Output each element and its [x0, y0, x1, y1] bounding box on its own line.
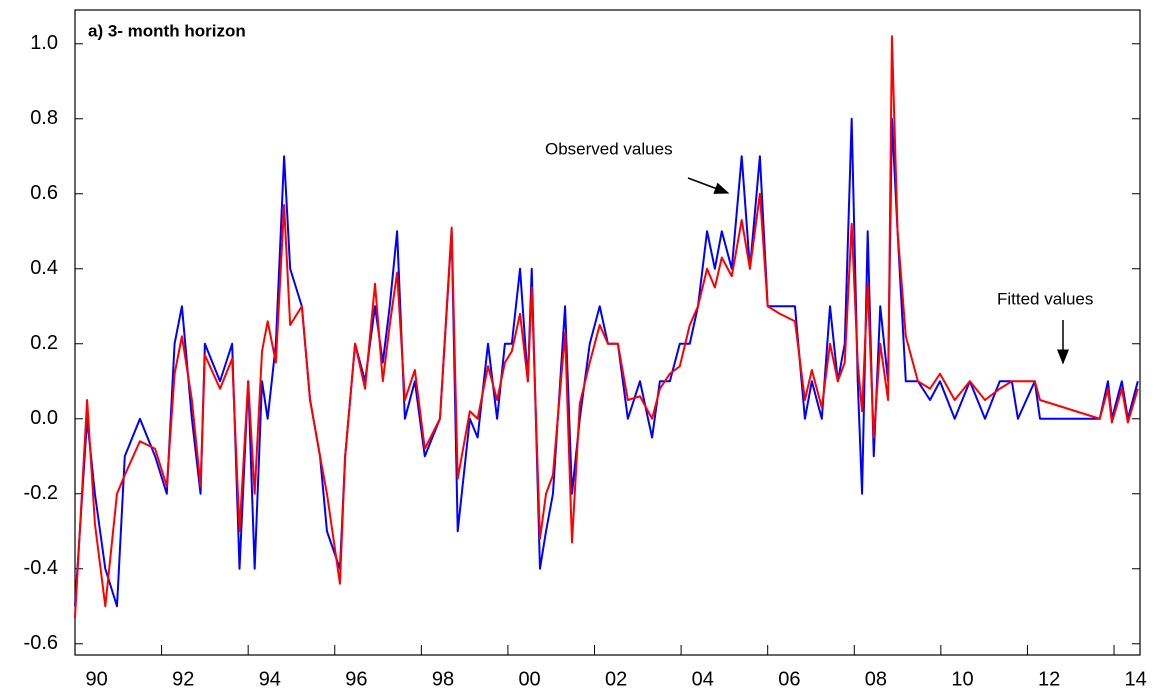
- x-tick-label: 02: [605, 668, 627, 690]
- y-tick-label: -0.6: [24, 632, 58, 654]
- y-tick-label: 1.0: [30, 32, 58, 54]
- x-tick-label: 14: [1125, 668, 1147, 690]
- chart-title: a) 3- month horizon: [88, 21, 246, 40]
- y-tick-label: 0.6: [30, 182, 58, 204]
- series-line: [74, 35, 1139, 618]
- x-tick-label: 90: [86, 668, 108, 690]
- x-tick-label: 00: [518, 668, 540, 690]
- x-tick-label: 98: [432, 668, 454, 690]
- x-tick-label: 92: [172, 668, 194, 690]
- annotation-arrow: [687, 177, 730, 194]
- annotation: Observed values: [545, 139, 673, 158]
- y-tick-label: 0.8: [30, 107, 58, 129]
- y-tick-label: 0.4: [30, 257, 58, 279]
- x-tick-label: 94: [259, 668, 281, 690]
- y-tick-label: 0.0: [30, 407, 58, 429]
- plot-frame: [74, 9, 1141, 656]
- y-tick-label: 0.2: [30, 332, 58, 354]
- y-tick-label: -0.4: [24, 557, 58, 579]
- y-tick-label: -0.2: [24, 482, 58, 504]
- x-tick-label: 12: [1038, 668, 1060, 690]
- x-tick-label: 06: [778, 668, 800, 690]
- x-tick-label: 10: [951, 668, 973, 690]
- x-tick-label: 08: [865, 668, 887, 690]
- annotation: Fitted values: [997, 289, 1093, 308]
- x-tick-label: 04: [692, 668, 714, 690]
- x-tick-label: 96: [345, 668, 367, 690]
- series-line: [74, 117, 1139, 608]
